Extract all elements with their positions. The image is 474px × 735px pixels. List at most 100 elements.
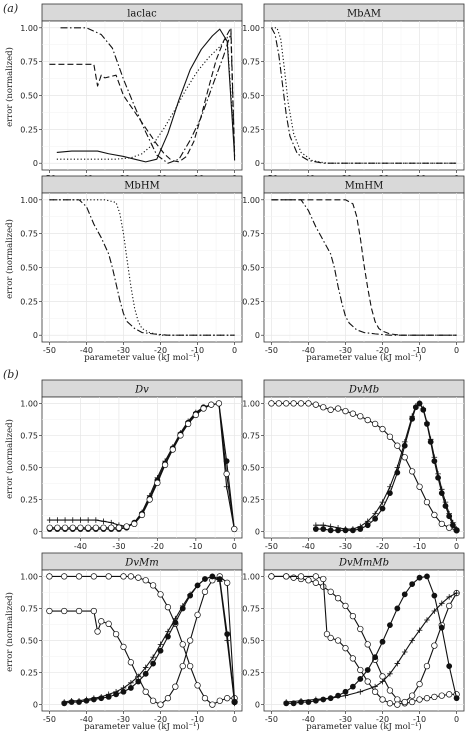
data-point-plus xyxy=(187,591,193,598)
chart-panel-7: DvMmMb -50 -40 -30 -20 -10 0 0 0.25 0.50 0.75 1.00 xyxy=(242,552,465,724)
x-tick-label: -10 xyxy=(413,346,426,355)
data-point-plus xyxy=(372,510,378,517)
data-point-plus xyxy=(46,517,53,523)
data-point-open xyxy=(61,607,68,615)
data-point-filled xyxy=(453,695,460,702)
data-point-plus xyxy=(150,654,156,660)
series-line xyxy=(56,36,236,160)
data-point-plus xyxy=(93,517,99,523)
y-tick-label: 0 xyxy=(33,331,38,340)
data-point-open xyxy=(131,520,138,528)
data-point-plus xyxy=(194,582,201,589)
data-point-open xyxy=(149,697,157,704)
y-tick-label: 0.25 xyxy=(20,669,38,678)
x-tick-label: -10 xyxy=(413,715,426,724)
data-point-open xyxy=(423,498,431,506)
data-point-open xyxy=(320,404,327,411)
y-tick-label: 0.75 xyxy=(242,431,260,440)
data-point-open xyxy=(371,420,379,428)
data-point-open xyxy=(268,400,275,407)
y-tick-label: 0.25 xyxy=(20,496,38,505)
data-point-open xyxy=(94,628,101,635)
data-point-plus xyxy=(416,400,423,407)
x-tick-label: -30 xyxy=(117,346,130,355)
y-tick-label: 0.25 xyxy=(242,496,260,505)
data-point-open xyxy=(186,637,194,644)
data-point-filled xyxy=(379,638,386,645)
data-point-open xyxy=(305,577,312,584)
section-b-label: (b) xyxy=(3,368,19,381)
series-line xyxy=(49,27,236,163)
data-point-filled xyxy=(446,663,453,670)
data-point-open xyxy=(342,602,349,610)
panel-title: MmHM xyxy=(345,181,384,192)
data-point-open xyxy=(108,524,115,531)
data-point-open xyxy=(290,574,297,581)
data-point-open xyxy=(408,692,416,699)
x-tick-label: -40 xyxy=(302,542,315,551)
x-tick-label: 0 xyxy=(232,346,237,355)
y-tick-label: 0.50 xyxy=(20,92,38,101)
data-point-plus xyxy=(209,573,216,580)
data-point-plus xyxy=(313,696,319,703)
data-point-open xyxy=(161,461,169,469)
x-tick-label: -10 xyxy=(189,542,202,551)
data-point-open xyxy=(408,698,416,706)
data-point-open xyxy=(127,659,135,666)
grid-lines xyxy=(42,21,242,170)
y-axis-label-row-2: error (normalized) xyxy=(4,219,15,299)
data-point-open xyxy=(186,662,194,670)
grid-lines xyxy=(264,570,464,711)
data-point-open xyxy=(46,607,53,615)
y-tick-label: 0.25 xyxy=(20,297,38,306)
data-point-plus xyxy=(313,522,319,528)
data-point-plus xyxy=(298,697,304,704)
data-point-filled xyxy=(431,592,438,599)
data-point-open xyxy=(386,700,394,707)
data-point-open xyxy=(431,511,438,519)
data-point-open xyxy=(349,612,357,620)
y-tick-label: 0.75 xyxy=(242,230,260,239)
data-point-plus xyxy=(453,590,460,596)
chart-panel-3: MmHM -50 -40 -30 -20 -10 0 0 0.25 0.50 0.75 1.00 xyxy=(242,175,465,355)
data-point-open xyxy=(394,696,401,703)
y-tick-label: 1.00 xyxy=(242,196,260,205)
data-point-plus xyxy=(387,671,393,677)
series-group xyxy=(268,573,460,708)
series-group xyxy=(270,27,457,164)
data-point-plus xyxy=(327,695,334,701)
data-point-open xyxy=(208,401,215,408)
x-tick-label: -20 xyxy=(376,715,389,724)
data-point-open xyxy=(90,607,98,615)
data-point-open xyxy=(268,573,275,580)
data-point-filled xyxy=(157,647,164,654)
x-axis-label-b-left: parameter value (kJ mol⁻¹) xyxy=(84,721,199,732)
y-tick-label: 1.00 xyxy=(20,572,38,581)
data-point-plus xyxy=(142,664,149,671)
x-tick-label: -50 xyxy=(265,542,278,551)
chart-panel-4: Dv -40 -30 -20 -10 0 0 0.25 0.50 0.75 1.00 xyxy=(20,379,243,551)
data-point-open xyxy=(146,496,153,503)
y-tick-label: 0 xyxy=(33,528,38,537)
data-point-filled xyxy=(379,505,386,512)
x-tick-label: -20 xyxy=(151,542,164,551)
y-tick-label: 0.25 xyxy=(242,669,260,678)
data-point-open xyxy=(416,696,423,703)
data-point-filled xyxy=(372,654,379,661)
data-point-filled xyxy=(394,605,401,612)
data-point-plus xyxy=(409,637,415,644)
x-tick-label: -30 xyxy=(339,715,352,724)
data-point-open xyxy=(394,701,401,708)
y-tick-label: 0.50 xyxy=(20,464,38,473)
data-point-plus xyxy=(224,637,230,644)
series-group xyxy=(49,199,235,336)
data-point-open xyxy=(179,641,186,648)
data-point-plus xyxy=(342,692,349,699)
data-point-open xyxy=(98,618,105,625)
data-point-plus xyxy=(416,627,423,634)
data-point-plus xyxy=(120,685,127,691)
x-tick-label: -10 xyxy=(191,715,204,724)
data-point-open xyxy=(169,446,176,453)
data-point-plus xyxy=(83,696,90,703)
